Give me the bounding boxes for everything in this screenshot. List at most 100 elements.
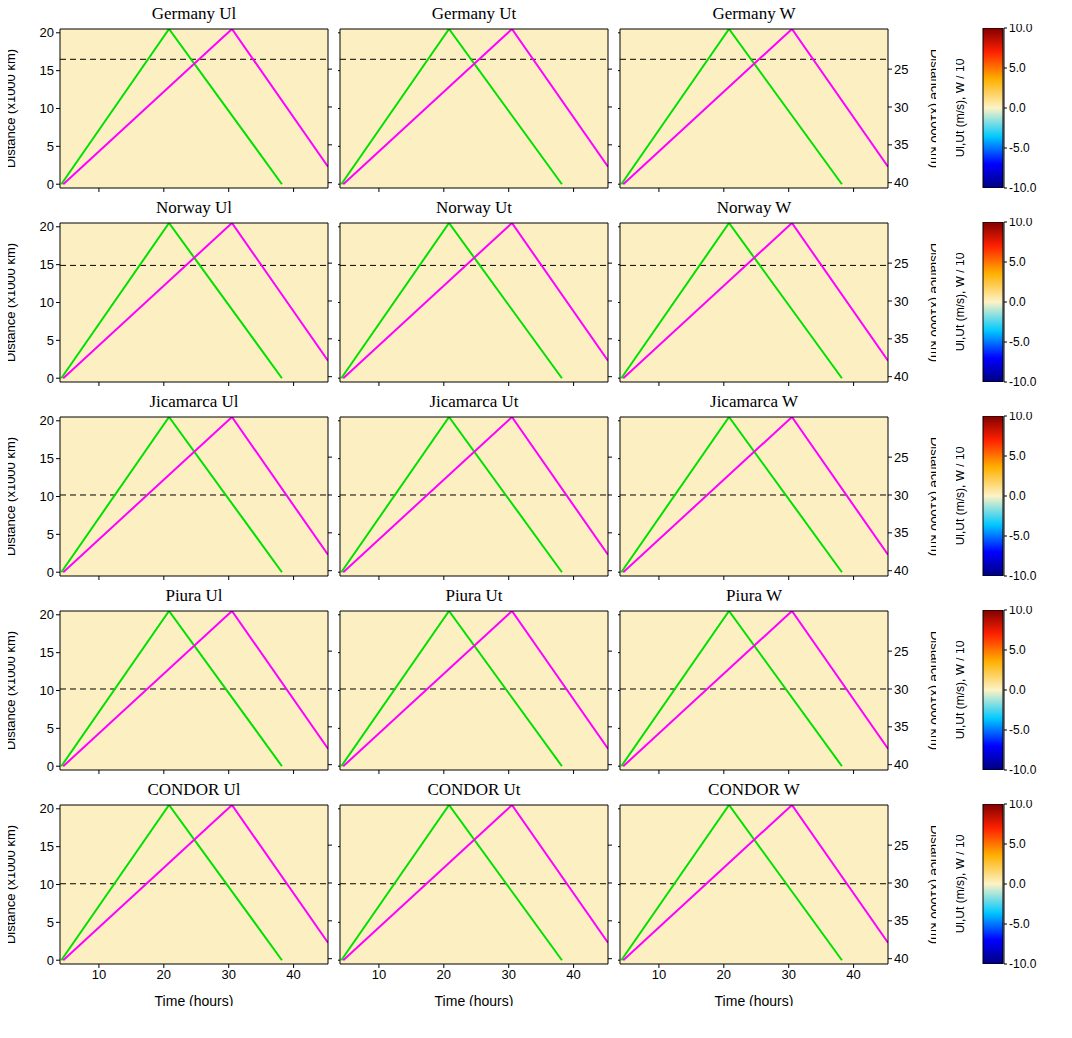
- svg-text:Distance (x1000 km): Distance (x1000 km): [928, 825, 936, 944]
- svg-text:5.0: 5.0: [1009, 643, 1026, 657]
- svg-text:10: 10: [92, 967, 106, 982]
- svg-text:20: 20: [157, 967, 171, 982]
- svg-text:10: 10: [652, 967, 666, 982]
- svg-text:5: 5: [47, 139, 54, 154]
- svg-text:20: 20: [40, 801, 54, 816]
- svg-text:25: 25: [894, 450, 908, 465]
- svg-text:30: 30: [501, 967, 515, 982]
- svg-text:10: 10: [40, 295, 54, 310]
- svg-text:-10.0: -10.0: [1009, 569, 1037, 582]
- svg-text:-5.0: -5.0: [1009, 141, 1030, 155]
- svg-text:35: 35: [894, 331, 908, 346]
- svg-text:-10.0: -10.0: [1009, 181, 1037, 194]
- svg-text:20: 20: [40, 607, 54, 622]
- svg-text:Time (hours): Time (hours): [435, 993, 514, 1006]
- svg-text:20: 20: [40, 219, 54, 234]
- svg-text:30: 30: [894, 876, 908, 891]
- svg-text:-5.0: -5.0: [1009, 335, 1030, 349]
- svg-text:30: 30: [894, 682, 908, 697]
- svg-text:10: 10: [40, 101, 54, 116]
- svg-text:Distance (x1000 km): Distance (x1000 km): [8, 631, 18, 750]
- svg-text:0.0: 0.0: [1009, 295, 1026, 309]
- svg-text:0.0: 0.0: [1009, 877, 1026, 891]
- svg-text:0: 0: [47, 759, 54, 774]
- svg-text:5.0: 5.0: [1009, 255, 1026, 269]
- svg-text:40: 40: [894, 175, 908, 190]
- svg-text:20: 20: [40, 25, 54, 40]
- svg-text:40: 40: [894, 951, 908, 966]
- svg-text:40: 40: [566, 967, 580, 982]
- svg-text:Time (hours): Time (hours): [155, 993, 234, 1006]
- svg-text:15: 15: [40, 645, 54, 660]
- svg-text:30: 30: [221, 967, 235, 982]
- svg-text:10: 10: [40, 877, 54, 892]
- svg-text:Time (hours): Time (hours): [715, 993, 794, 1006]
- svg-text:-10.0: -10.0: [1009, 375, 1037, 388]
- svg-text:-10.0: -10.0: [1009, 957, 1037, 970]
- svg-text:10.0: 10.0: [1009, 218, 1033, 229]
- svg-text:40: 40: [846, 967, 860, 982]
- svg-text:30: 30: [894, 100, 908, 115]
- svg-text:10.0: 10.0: [1009, 24, 1033, 35]
- svg-text:0: 0: [47, 177, 54, 192]
- svg-text:30: 30: [894, 294, 908, 309]
- svg-text:-5.0: -5.0: [1009, 529, 1030, 543]
- svg-text:20: 20: [717, 967, 731, 982]
- svg-text:Ul,Ut (m/s), W / 10: Ul,Ut (m/s), W / 10: [956, 446, 967, 545]
- svg-text:Distance (x1000 km): Distance (x1000 km): [928, 437, 936, 556]
- svg-text:20: 20: [437, 967, 451, 982]
- svg-text:Ul,Ut (m/s), W / 10: Ul,Ut (m/s), W / 10: [956, 58, 967, 157]
- svg-text:Distance (x1000 km): Distance (x1000 km): [928, 243, 936, 362]
- svg-text:5: 5: [47, 527, 54, 542]
- svg-text:5: 5: [47, 333, 54, 348]
- svg-text:25: 25: [894, 838, 908, 853]
- svg-text:5.0: 5.0: [1009, 449, 1026, 463]
- svg-text:0.0: 0.0: [1009, 683, 1026, 697]
- svg-text:15: 15: [40, 63, 54, 78]
- svg-text:0.0: 0.0: [1009, 101, 1026, 115]
- svg-text:15: 15: [40, 839, 54, 854]
- svg-text:35: 35: [894, 719, 908, 734]
- svg-text:Ul,Ut (m/s), W / 10: Ul,Ut (m/s), W / 10: [956, 252, 967, 351]
- svg-text:5: 5: [47, 915, 54, 930]
- svg-text:5.0: 5.0: [1009, 61, 1026, 75]
- svg-text:25: 25: [894, 256, 908, 271]
- svg-text:Ul,Ut (m/s), W / 10: Ul,Ut (m/s), W / 10: [956, 834, 967, 933]
- svg-text:40: 40: [894, 369, 908, 384]
- svg-text:Distance (x1000 km): Distance (x1000 km): [8, 49, 18, 168]
- svg-text:10.0: 10.0: [1009, 412, 1033, 423]
- svg-text:-5.0: -5.0: [1009, 723, 1030, 737]
- svg-text:5: 5: [47, 721, 54, 736]
- svg-text:Distance (x1000 km): Distance (x1000 km): [8, 437, 18, 556]
- svg-text:10.0: 10.0: [1009, 606, 1033, 617]
- svg-text:10.0: 10.0: [1009, 800, 1033, 811]
- svg-text:30: 30: [894, 488, 908, 503]
- svg-text:15: 15: [40, 257, 54, 272]
- svg-text:25: 25: [894, 62, 908, 77]
- svg-text:40: 40: [894, 563, 908, 578]
- svg-text:35: 35: [894, 525, 908, 540]
- svg-text:5.0: 5.0: [1009, 837, 1026, 851]
- svg-text:15: 15: [40, 451, 54, 466]
- svg-text:0.0: 0.0: [1009, 489, 1026, 503]
- svg-text:0: 0: [47, 565, 54, 580]
- svg-text:20: 20: [40, 413, 54, 428]
- svg-text:10: 10: [40, 489, 54, 504]
- svg-text:30: 30: [781, 967, 795, 982]
- svg-text:-5.0: -5.0: [1009, 917, 1030, 931]
- svg-text:0: 0: [47, 953, 54, 968]
- svg-text:Distance (x1000 km): Distance (x1000 km): [8, 825, 18, 944]
- svg-text:25: 25: [894, 644, 908, 659]
- svg-text:40: 40: [894, 757, 908, 772]
- svg-text:10: 10: [372, 967, 386, 982]
- svg-text:Ul,Ut (m/s), W / 10: Ul,Ut (m/s), W / 10: [956, 640, 967, 739]
- svg-text:40: 40: [286, 967, 300, 982]
- svg-text:35: 35: [894, 137, 908, 152]
- svg-text:Distance (x1000 km): Distance (x1000 km): [8, 243, 18, 362]
- svg-text:10: 10: [40, 683, 54, 698]
- svg-text:Distance (x1000 km): Distance (x1000 km): [928, 49, 936, 168]
- svg-text:-10.0: -10.0: [1009, 763, 1037, 776]
- svg-text:Distance (x1000 km): Distance (x1000 km): [928, 631, 936, 750]
- svg-text:35: 35: [894, 913, 908, 928]
- svg-text:0: 0: [47, 371, 54, 386]
